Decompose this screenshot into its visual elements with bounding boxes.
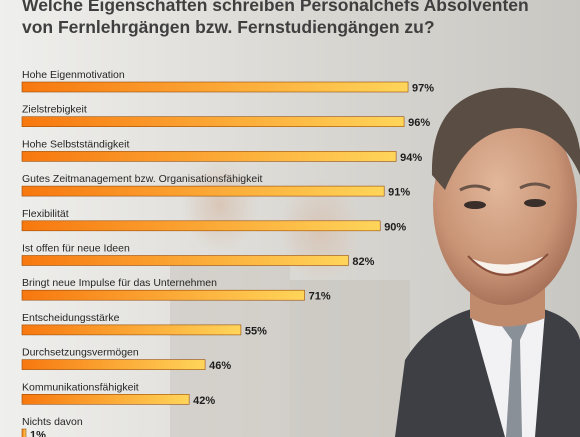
value-label: 82% — [352, 256, 374, 268]
bar — [21, 289, 305, 301]
title-line-2: von Fernlehrgängen bzw. Fernstudiengänge… — [22, 17, 435, 37]
category-label: Zielstrebigkeit — [22, 104, 87, 116]
bar — [21, 185, 385, 197]
bar — [21, 324, 242, 336]
value-label: 94% — [400, 152, 422, 164]
bar — [21, 220, 381, 232]
chart-title: Welche Eigenschaften schreiben Personalc… — [22, 0, 580, 38]
value-label: 55% — [245, 325, 267, 337]
value-label: 90% — [384, 221, 406, 233]
value-label: 1% — [30, 430, 46, 437]
category-label: Hohe Selbstständigkeit — [22, 138, 129, 150]
value-label: 71% — [309, 291, 331, 303]
bar — [21, 428, 27, 437]
category-label: Entscheidungsstärke — [22, 312, 120, 324]
bar — [21, 393, 190, 405]
value-label: 46% — [209, 360, 231, 372]
category-label: Kommunikationsfähigkeit — [22, 381, 139, 393]
category-label: Bringt neue Impulse für das Unternehmen — [22, 277, 217, 289]
value-label: 91% — [388, 187, 410, 199]
category-label: Flexibilität — [22, 208, 69, 220]
category-label: Hohe Eigenmotivation — [22, 69, 125, 81]
bars-layer: Hohe Eigenmotivation 97% Zielstrebigkeit 96… — [21, 69, 434, 437]
bar — [21, 255, 349, 266]
title-line-1: Welche Eigenschaften schreiben Personalc… — [22, 0, 529, 15]
category-label: Durchsetzungsvermögen — [22, 347, 139, 359]
category-label: Ist offen für neue Ideen — [22, 243, 130, 255]
bar — [21, 359, 206, 370]
bar — [21, 81, 409, 93]
bar — [21, 116, 405, 127]
value-label: 42% — [193, 395, 215, 407]
value-label: 97% — [412, 83, 434, 95]
category-label: Nichts davon — [22, 416, 83, 428]
category-label: Gutes Zeitmanagement bzw. Organisationsf… — [22, 173, 263, 185]
bar — [21, 151, 397, 162]
value-label: 96% — [408, 117, 430, 129]
